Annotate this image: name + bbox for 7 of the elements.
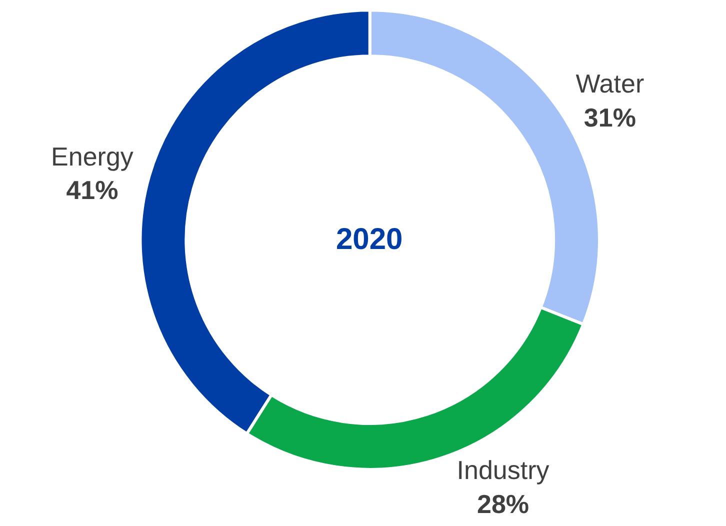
text: 2020	[336, 223, 403, 256]
data-label: 31%	[584, 102, 636, 133]
data-label: 28%	[476, 488, 530, 519]
slice-label: Energy	[51, 141, 134, 172]
slice-label: Water	[576, 68, 644, 99]
data-label: 41%	[66, 175, 118, 206]
slice-label: Industry	[456, 455, 550, 486]
